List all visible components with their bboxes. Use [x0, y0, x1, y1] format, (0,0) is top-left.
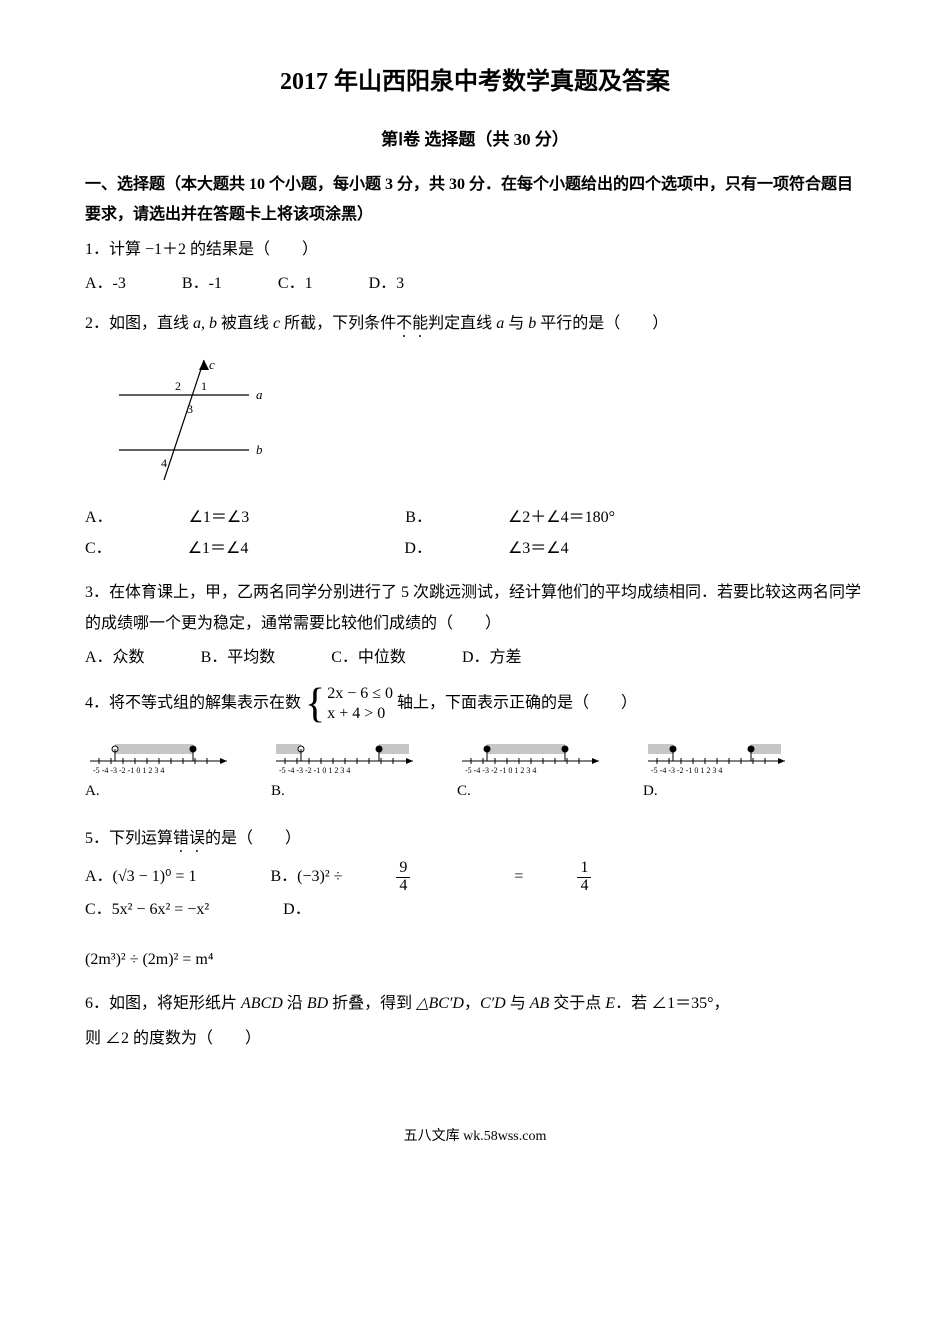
- q3-opt-d: D．方差: [462, 643, 522, 673]
- q5-opt-d-label: D．: [283, 895, 311, 925]
- svg-text:c: c: [209, 357, 215, 372]
- q5-opt-a: A．(√3 − 1)⁰ = 1: [85, 862, 196, 892]
- page-footer: 五八文库 wk.58wss.com: [85, 1124, 865, 1151]
- q2-opt-b: B．∠2＋∠4＝180°: [405, 503, 691, 533]
- q4-line-d: -5 -4 -3 -2 -1 0 1 2 3 4 D.: [643, 741, 793, 806]
- svg-text:b: b: [256, 442, 263, 457]
- q4-number-lines: -5 -4 -3 -2 -1 0 1 2 3 4 A. -5 -4 -3 -2 …: [85, 741, 865, 806]
- page-title: 2017 年山西阳泉中考数学真题及答案: [85, 60, 865, 106]
- q1-opt-d: D．3: [369, 269, 405, 299]
- q1-opt-a: A．-3: [85, 269, 126, 299]
- svg-text:-5 -4 -3 -2 -1 0 1 2 3 4: -5 -4 -3 -2 -1 0 1 2 3 4: [93, 766, 164, 775]
- q4-line-a: -5 -4 -3 -2 -1 0 1 2 3 4 A.: [85, 741, 235, 806]
- q2-opt-d: D．∠3＝∠4: [404, 534, 644, 564]
- q6-stem: 6．如图，将矩形纸片 ABCD 沿 BD 折叠，得到 △BC′D，C′D 与 A…: [85, 989, 865, 1019]
- q2-opt-a: A．∠1＝∠3: [85, 503, 325, 533]
- q5-stem: 5．下列运算错误的是（ ）: [85, 824, 865, 856]
- svg-text:a: a: [256, 387, 263, 402]
- q2-stem: 2．如图，直线 a, b 被直线 c 所截，下列条件不能判定直线 a 与 b 平…: [85, 309, 865, 341]
- q5-opt-b: B．(−3)² ÷ 94 = 14: [270, 860, 695, 895]
- svg-text:4: 4: [161, 456, 167, 470]
- svg-text:-5 -4 -3 -2 -1 0 1 2 3 4: -5 -4 -3 -2 -1 0 1 2 3 4: [279, 766, 350, 775]
- q5-options: A．(√3 − 1)⁰ = 1 B．(−3)² ÷ 94 = 14 C．5x² …: [85, 860, 865, 925]
- svg-text:-5 -4 -3 -2 -1 0 1 2 3 4: -5 -4 -3 -2 -1 0 1 2 3 4: [651, 766, 722, 775]
- q5-opt-c: C．5x² − 6x² = −x²: [85, 895, 209, 925]
- q3-opt-b: B．平均数: [201, 643, 276, 673]
- q3-opt-a: A．众数: [85, 643, 145, 673]
- q1-options: A．-3 B．-1 C．1 D．3: [85, 269, 865, 299]
- inequality-system: { 2x − 6 ≤ 0 x + 4 > 0: [305, 683, 393, 725]
- svg-text:2: 2: [175, 379, 181, 393]
- section-1-heading: 一、选择题（本大题共 10 个小题，每小题 3 分，共 30 分．在每个小题给出…: [85, 170, 865, 231]
- svg-text:1: 1: [201, 379, 207, 393]
- q6-stem-line2: 则 ∠2 的度数为（ ）: [85, 1024, 865, 1054]
- q1-opt-b: B．-1: [182, 269, 222, 299]
- q2-figure: a b c 1 2 3 4: [109, 355, 865, 485]
- q2-opt-c: C．∠1＝∠4: [85, 534, 324, 564]
- q4-line-c: -5 -4 -3 -2 -1 0 1 2 3 4 C.: [457, 741, 607, 806]
- q1-stem: 1．计算 −1＋2 的结果是（ ）: [85, 235, 865, 265]
- q4-stem: 4．将不等式组的解集表示在数 { 2x − 6 ≤ 0 x + 4 > 0 轴上…: [85, 683, 865, 725]
- q1-opt-c: C．1: [278, 269, 313, 299]
- svg-text:-5 -4 -3 -2 -1 0 1 2 3 4: -5 -4 -3 -2 -1 0 1 2 3 4: [465, 766, 536, 775]
- q5-opt-d-expr: (2m³)² ÷ (2m)² = m⁴: [85, 945, 865, 975]
- subtitle: 第Ⅰ卷 选择题（共 30 分）: [85, 124, 865, 156]
- q4-line-b: -5 -4 -3 -2 -1 0 1 2 3 4 B.: [271, 741, 421, 806]
- q3-stem: 3．在体育课上，甲，乙两名同学分别进行了 5 次跳远测试，经计算他们的平均成绩相…: [85, 578, 865, 639]
- svg-text:3: 3: [187, 402, 193, 416]
- q3-opt-c: C．中位数: [331, 643, 406, 673]
- q2-options: A．∠1＝∠3 B．∠2＋∠4＝180° C．∠1＝∠4 D．∠3＝∠4: [85, 503, 865, 564]
- q3-options: A．众数 B．平均数 C．中位数 D．方差: [85, 643, 865, 673]
